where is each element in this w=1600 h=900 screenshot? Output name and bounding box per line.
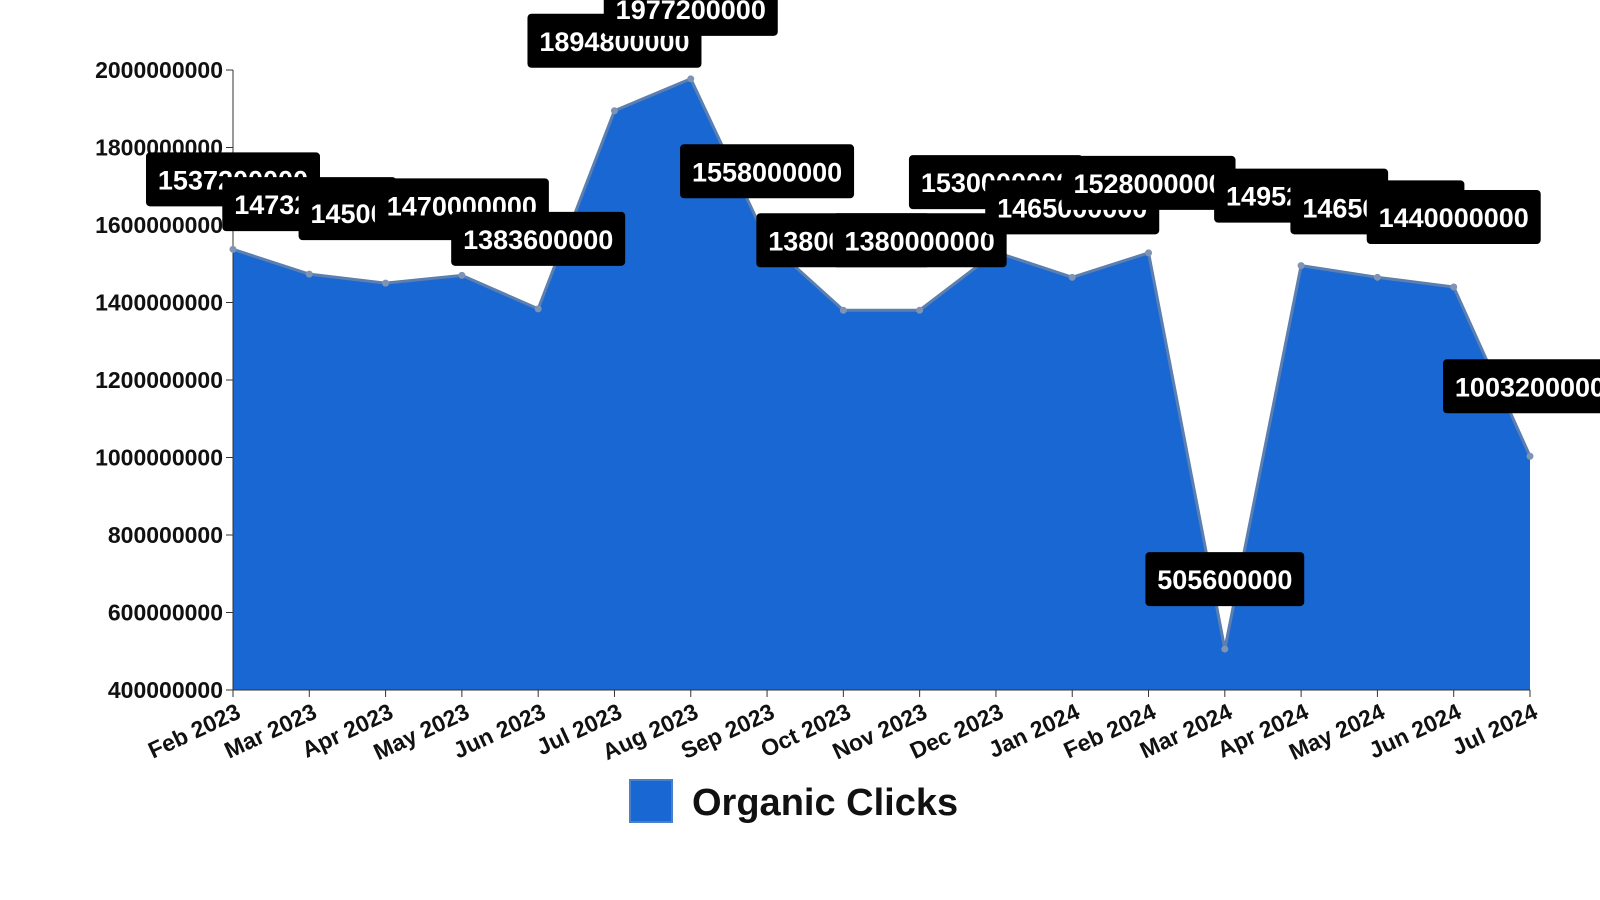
data-label-box: [1366, 190, 1541, 244]
data-label: 1528000000: [1061, 155, 1236, 210]
y-tick-label: 1000000000: [95, 445, 223, 471]
y-tick-label: 400000000: [108, 677, 223, 703]
data-point: [382, 279, 390, 287]
y-tick-label: 800000000: [108, 522, 223, 548]
data-label-box: [1061, 155, 1236, 210]
data-label-text: 1383600000: [463, 225, 613, 255]
data-label-box: [680, 144, 855, 199]
y-tick-label: 1400000000: [95, 290, 223, 316]
data-point: [1068, 273, 1076, 281]
data-label-text: 1977200000: [616, 0, 766, 25]
y-tick-label: 2000000000: [95, 57, 223, 83]
data-point: [1373, 273, 1381, 281]
data-point: [534, 305, 542, 313]
data-labels: 1537200000147320000014500000001470000000…: [146, 0, 1600, 607]
data-label-box: [451, 211, 626, 266]
data-label: 1558000000: [680, 144, 855, 199]
data-point: [1450, 283, 1458, 291]
data-label: 505600000: [1145, 552, 1305, 607]
data-label-text: 1380000000: [845, 226, 995, 256]
data-point: [687, 75, 695, 83]
data-label-text: 1528000000: [1073, 169, 1223, 199]
data-point: [229, 245, 237, 253]
data-point: [1145, 249, 1153, 257]
data-label: 1977200000: [603, 0, 778, 36]
data-point: [1526, 452, 1534, 460]
data-point: [458, 271, 466, 279]
series-area: [232, 76, 1532, 690]
data-label-text: 1003200000: [1455, 372, 1600, 402]
legend: Organic Clicks: [629, 779, 958, 824]
legend-label: Organic Clicks: [692, 782, 958, 824]
y-tick-label: 1600000000: [95, 212, 223, 238]
area-outline: [232, 76, 1532, 650]
data-label: 1380000000: [832, 213, 1007, 268]
data-label-box: [1145, 552, 1305, 607]
data-point: [839, 306, 847, 314]
data-label-text: 1440000000: [1379, 203, 1529, 233]
data-label-box: [603, 0, 778, 36]
data-label-text: 1558000000: [692, 157, 842, 187]
x-tick-label: Jul 2024: [1448, 698, 1541, 760]
y-tick-label: 1200000000: [95, 367, 223, 393]
data-label: 1003200000: [1443, 359, 1600, 414]
area-fill: [233, 78, 1530, 690]
data-point: [610, 107, 618, 115]
data-label-box: [832, 213, 1007, 268]
data-label: 1383600000: [451, 211, 626, 266]
legend-swatch: [629, 779, 673, 823]
data-label: 1440000000: [1366, 190, 1541, 244]
data-point: [305, 270, 313, 278]
data-point: [916, 306, 924, 314]
data-label-box: [1443, 359, 1600, 414]
data-point: [1221, 645, 1229, 653]
data-point: [1297, 262, 1305, 270]
data-label-text: 505600000: [1157, 565, 1292, 595]
y-tick-label: 600000000: [108, 600, 223, 626]
